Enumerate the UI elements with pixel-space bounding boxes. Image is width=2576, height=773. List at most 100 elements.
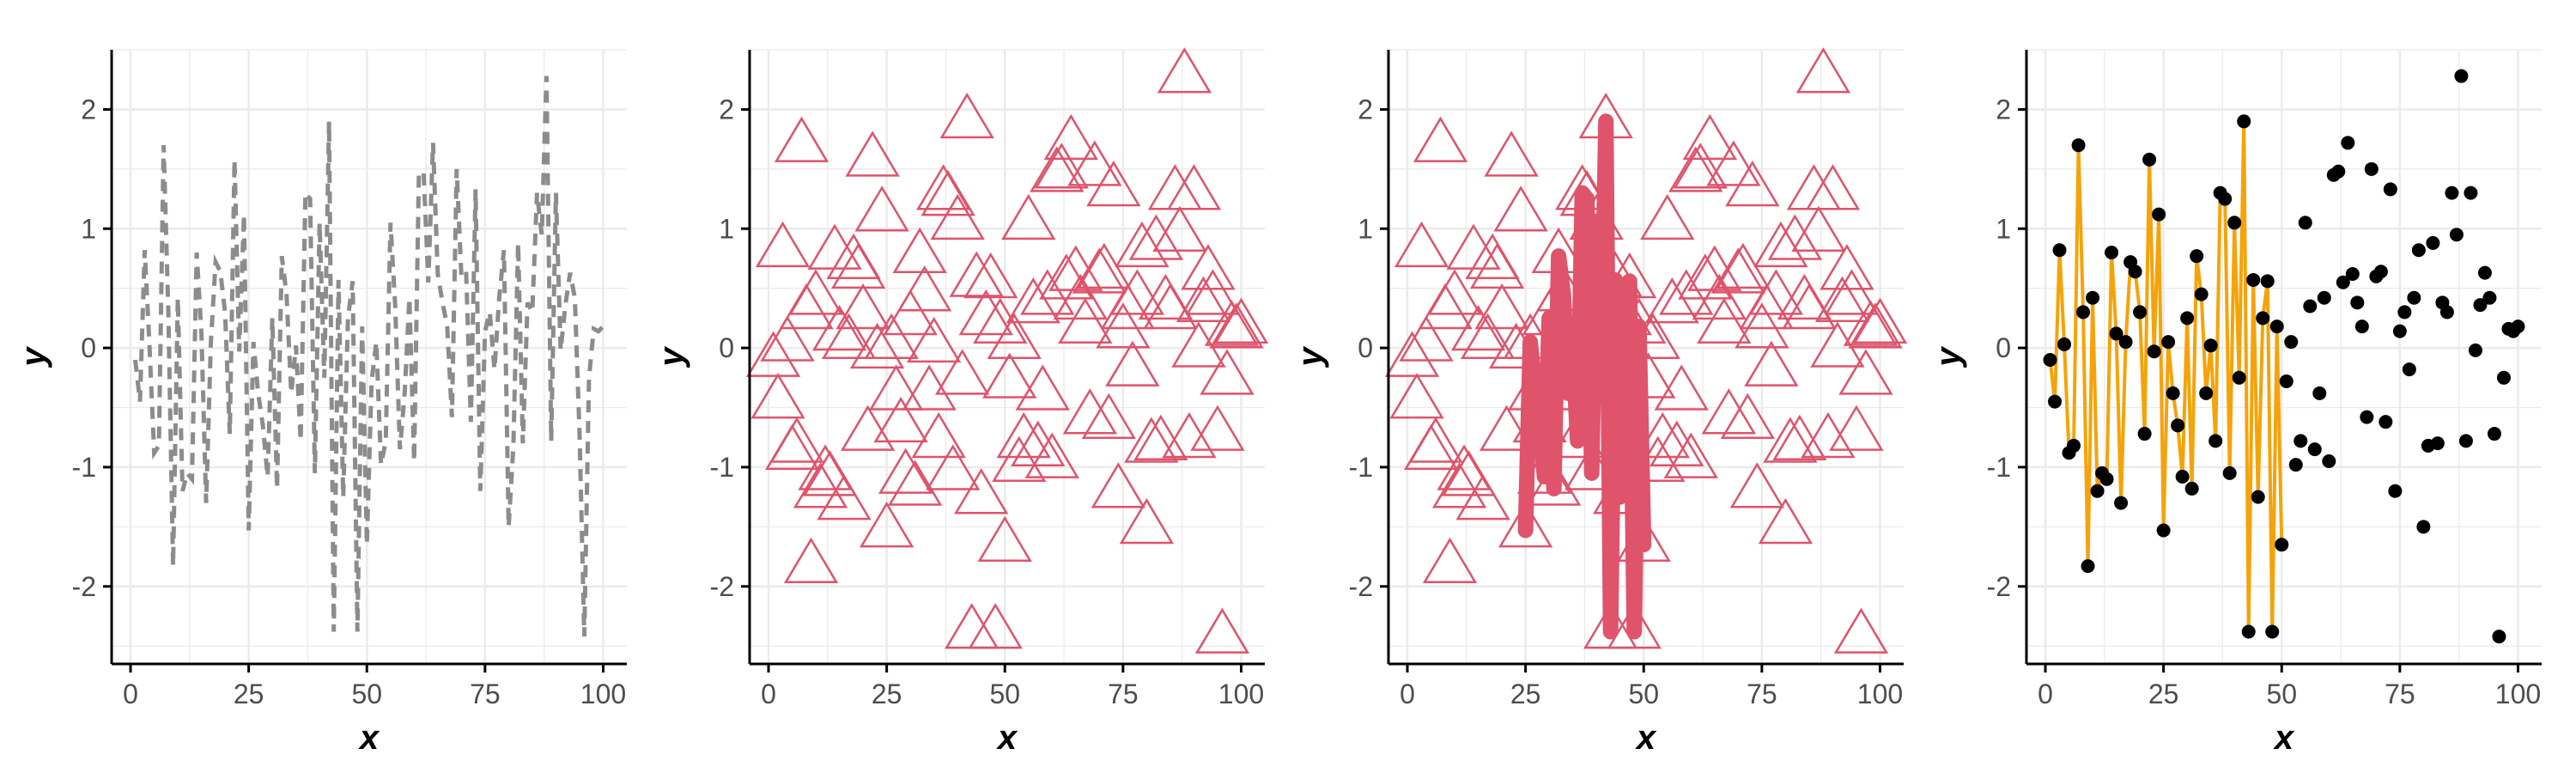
data-point <box>2086 290 2100 305</box>
x-tick-label: 25 <box>234 679 264 709</box>
data-point <box>830 242 886 289</box>
y-tick-label: -2 <box>1987 571 2011 602</box>
data-point <box>1213 297 1269 344</box>
data-point <box>1185 269 1241 315</box>
y-tick-label: -1 <box>1987 452 2011 483</box>
data-point <box>2043 352 2057 367</box>
data-point <box>1399 315 1454 362</box>
data-point <box>2284 335 2299 350</box>
data-point <box>1469 242 1525 289</box>
data-point <box>845 131 900 177</box>
data-point <box>1081 393 1136 440</box>
data-point <box>2071 138 2086 153</box>
data-point <box>2430 436 2445 451</box>
data-point <box>2218 192 2233 206</box>
data-point <box>2180 311 2195 326</box>
data-point <box>774 116 829 162</box>
data-point <box>1805 164 1861 210</box>
data-point <box>2468 343 2482 357</box>
data-point <box>954 468 1009 514</box>
data-point <box>1659 269 1714 315</box>
data-point <box>1128 214 1184 260</box>
data-point <box>1479 405 1534 451</box>
y-tick-label: 1 <box>719 213 734 244</box>
y-tick-label: 2 <box>1996 94 2011 125</box>
data-point <box>1829 405 1884 451</box>
data-point <box>996 411 1051 459</box>
data-point <box>1209 302 1264 349</box>
data-point <box>2388 484 2403 498</box>
data-point <box>1474 283 1529 330</box>
y-tick-label: 0 <box>719 332 734 363</box>
data-point <box>2416 520 2431 534</box>
data-point <box>1011 420 1066 466</box>
data-point <box>1744 340 1799 386</box>
data-point <box>1133 414 1188 461</box>
data-point <box>1096 302 1151 349</box>
data-point <box>2341 136 2355 150</box>
data-point <box>2336 275 2350 289</box>
data-point <box>1649 420 1704 466</box>
data-point <box>2256 311 2270 326</box>
data-point <box>1484 131 1539 177</box>
data-point <box>2052 243 2067 258</box>
data-point <box>2156 523 2171 538</box>
data-point <box>1086 160 1141 207</box>
data-point <box>992 435 1047 482</box>
data-point <box>835 283 890 330</box>
x-tick-label: 100 <box>1857 679 1903 709</box>
data-point <box>878 447 933 494</box>
data-point <box>2402 362 2416 377</box>
y-tick-label: -2 <box>710 571 734 602</box>
data-point <box>930 193 985 240</box>
grid <box>112 49 627 664</box>
data-point <box>2199 386 2214 400</box>
data-point <box>968 603 1023 649</box>
data-point <box>1772 414 1827 461</box>
data-point <box>1147 164 1203 210</box>
data-point <box>750 373 805 419</box>
data-marks <box>2043 69 2525 644</box>
data-point <box>2487 427 2501 441</box>
data-point <box>2322 453 2336 468</box>
data-point <box>2331 164 2346 179</box>
grid <box>2026 49 2542 664</box>
axes: 0 25 50 75 100 2 1 0 -1 -2 x y <box>1929 50 2542 757</box>
data-point <box>1748 269 1804 315</box>
data-point <box>883 289 938 336</box>
data-point <box>1446 223 1501 270</box>
data-point <box>963 252 1018 299</box>
data-point <box>888 460 943 506</box>
y-tick-label: 2 <box>81 94 96 125</box>
data-point <box>1735 302 1789 349</box>
data-point <box>1105 340 1160 386</box>
data-point <box>2511 320 2525 334</box>
data-point <box>1413 116 1468 162</box>
data-point <box>1431 462 1487 508</box>
data-point <box>1460 313 1516 359</box>
data-point <box>2279 374 2293 388</box>
data-point <box>1190 405 1245 451</box>
data-point <box>2137 427 2152 441</box>
data-point <box>2383 182 2397 197</box>
data-point <box>2227 216 2242 230</box>
panel-4: 0 25 50 75 100 2 1 0 -1 -2 x y <box>1929 49 2542 757</box>
x-tick-label: 75 <box>470 679 501 709</box>
data-point <box>2090 484 2105 498</box>
data-point <box>1720 393 1775 440</box>
data-point <box>2458 434 2473 448</box>
data-point <box>1441 450 1497 496</box>
data-point <box>2407 290 2421 305</box>
data-point <box>977 515 1032 563</box>
data-point <box>807 223 862 270</box>
data-point <box>1786 164 1842 210</box>
x-axis-title: x <box>358 719 380 757</box>
data-point <box>1767 214 1823 260</box>
data-point <box>2492 630 2506 644</box>
data-point <box>1824 269 1880 315</box>
data-point <box>2194 287 2208 301</box>
data-point <box>1635 411 1690 459</box>
x-axis-title: x <box>2273 719 2295 757</box>
data-point <box>1001 193 1056 240</box>
panel-2: 0 25 50 75 100 2 1 0 -1 -2 x y <box>653 47 1269 757</box>
